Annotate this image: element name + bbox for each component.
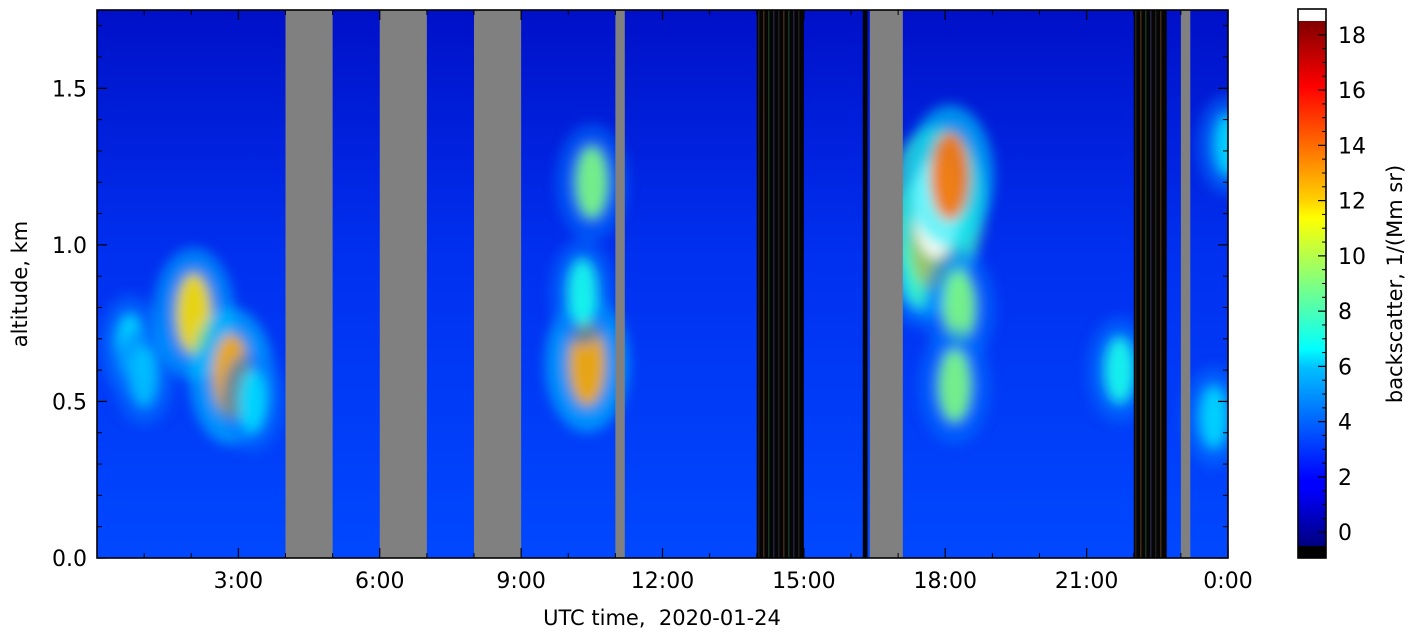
colorbar-tick-label: 14 (1338, 134, 1366, 159)
heatmap-feature (1213, 113, 1228, 177)
y-axis-ticks: 0.0 0.5 1.0 1.5 (52, 25, 1228, 572)
colorbar-tick-label: 0 (1338, 521, 1352, 546)
colorbar-tick-label: 8 (1338, 300, 1352, 325)
x-axis-label: UTC time, 2020-01-24 (543, 606, 781, 630)
colorbar-gradient (1298, 21, 1326, 546)
heatmap-feature (938, 349, 971, 423)
colorbar-over-cap (1298, 9, 1326, 21)
missing-data-band (474, 10, 522, 558)
missing-data-band (379, 10, 427, 558)
heatmap-feature (567, 258, 598, 326)
heatmap-feature (930, 131, 970, 221)
heatmap-feature (1199, 385, 1228, 449)
y-tick-label: 1.5 (52, 77, 87, 102)
heatmap-feature (575, 145, 609, 219)
x-tick-label: 3:00 (214, 569, 263, 594)
heatmap-background (97, 10, 1228, 558)
colorbar-tick-label: 10 (1338, 245, 1366, 270)
colorbar-tick-label: 16 (1338, 79, 1366, 104)
heatmap-feature (1104, 336, 1135, 404)
colorbar-label: backscatter, 1/(Mm sr) (1383, 165, 1407, 403)
x-tick-label: 6:00 (355, 569, 404, 594)
heatmap-plot (97, 10, 1228, 558)
heatmap-features (98, 94, 1228, 468)
x-tick-label: 0:00 (1203, 569, 1252, 594)
missing-data-band (869, 10, 903, 558)
colorbar-under-cap (1298, 546, 1326, 558)
colorbar-tick-label: 18 (1338, 24, 1366, 49)
colorbar-tick-label: 6 (1338, 355, 1352, 380)
x-axis-ticks: 3:00 6:00 9:00 12:00 15:00 18:00 21:00 0:00 (143, 10, 1253, 594)
y-tick-label: 0.5 (52, 390, 87, 415)
heatmap-feature (238, 369, 267, 434)
colorbar-tick-label: 4 (1338, 411, 1352, 436)
colorbar-ticks: 0 2 4 6 8 10 12 14 16 18 (1318, 24, 1366, 546)
x-tick-label: 21:00 (1055, 569, 1118, 594)
heatmap-feature (130, 345, 158, 408)
colorbar-tick-label: 2 (1338, 466, 1352, 491)
missing-data-bands (285, 10, 1191, 558)
heatmap-feature (943, 271, 976, 344)
y-tick-label: 0.0 (52, 547, 87, 572)
y-axis-label: altitude, km (8, 221, 32, 348)
colorbar-tick-label: 12 (1338, 190, 1366, 215)
x-tick-label: 9:00 (496, 569, 545, 594)
y-tick-label: 1.0 (52, 234, 87, 259)
noisy-data-band (756, 10, 804, 558)
missing-data-band (615, 10, 625, 558)
missing-data-band (285, 10, 333, 558)
missing-data-band (1180, 10, 1191, 558)
x-tick-label: 15:00 (772, 569, 835, 594)
x-tick-label: 18:00 (914, 569, 977, 594)
colorbar: 0 2 4 6 8 10 12 14 16 18 backscatter, 1/(Mm sr) (1297, 8, 1407, 559)
noisy-data-band (862, 10, 868, 558)
noisy-data-bands (756, 10, 1167, 558)
x-tick-label: 12:00 (631, 569, 694, 594)
